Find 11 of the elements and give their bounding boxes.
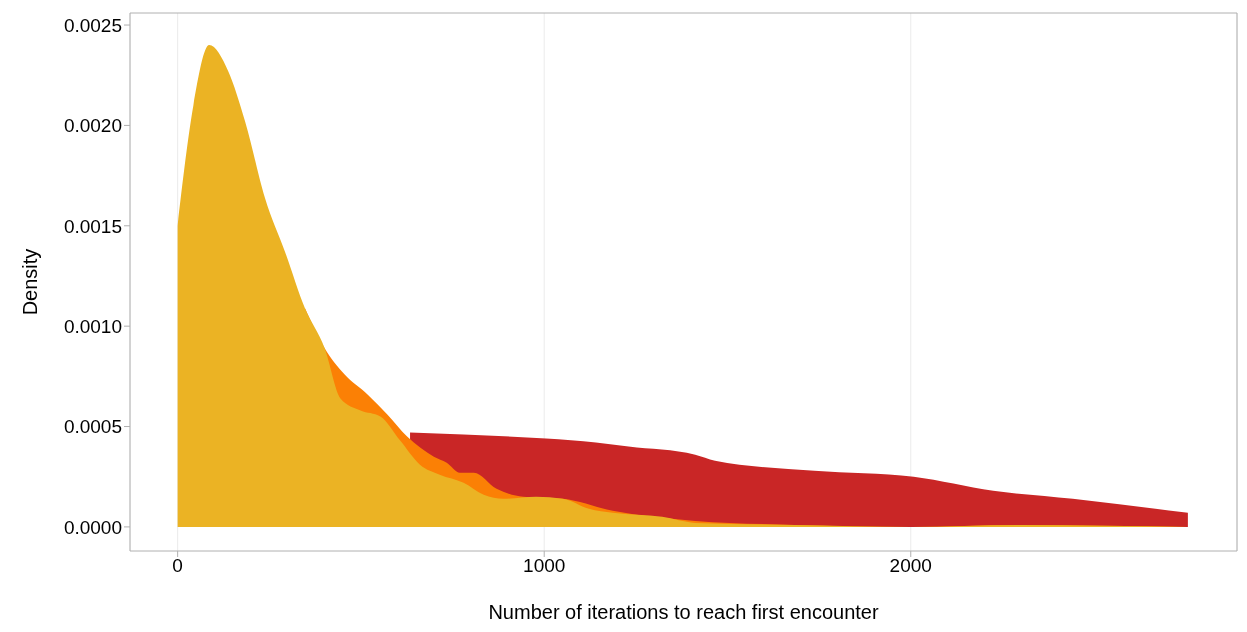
x-tick-label: 0 [172,555,183,577]
y-tick-label: 0.0025 [63,14,122,36]
y-tick-label: 0.0005 [63,416,122,438]
y-tick-label: 0.0010 [63,315,122,337]
y-tick-label: 0.0020 [63,115,122,137]
x-tick-label: 1000 [523,555,566,577]
x-axis-title: Number of iterations to reach first encounter [488,601,879,623]
y-tick-label: 0.0015 [63,215,122,237]
y-tick-label: 0.0000 [63,516,122,538]
x-tick-label: 2000 [889,555,932,577]
y-axis-title: Density [19,248,42,316]
